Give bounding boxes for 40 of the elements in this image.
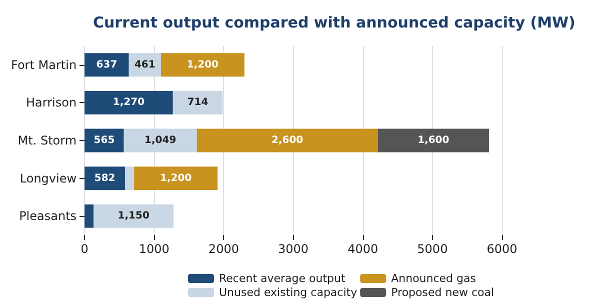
data-label: 461: [134, 59, 156, 70]
legend-label: Recent average output: [219, 272, 346, 285]
legend-label: Unused existing capacity: [219, 286, 358, 299]
bar: [94, 204, 174, 228]
bar: [378, 128, 490, 152]
data-label: 565: [94, 135, 115, 146]
x-tick-label: 1000: [138, 242, 170, 256]
x-tick-label: 2000: [208, 242, 239, 256]
data-label: 582: [94, 172, 116, 184]
y-tick-label: Longview: [20, 171, 77, 186]
data-label: 1,200: [160, 172, 192, 184]
bar: [125, 166, 134, 190]
y-tick-label: Harrison: [26, 96, 77, 110]
data-label: 1,150: [118, 210, 150, 222]
x-tick-label: 5000: [417, 242, 448, 256]
data-label: 637: [96, 59, 118, 70]
data-label: 1,600: [418, 135, 450, 146]
bar: [84, 53, 129, 77]
bar: [134, 166, 218, 190]
bar: [124, 128, 197, 152]
y-tick-label: Fort Martin: [10, 58, 77, 72]
y-tick-label: Mt. Storm: [18, 134, 77, 148]
x-tick-label: 0: [80, 242, 88, 256]
data-label: 1,270: [112, 97, 145, 108]
legend-label: Proposed new coal: [391, 286, 494, 299]
data-label: 1,200: [186, 59, 219, 70]
bar: [196, 128, 378, 152]
chart-title: Current output compared with announced capacity (MW): [93, 14, 576, 32]
x-tick-label: 6000: [486, 242, 518, 256]
data-label: 2,600: [271, 135, 304, 146]
x-tick-label: 4000: [348, 242, 378, 256]
y-tick-label: Pleasants: [19, 209, 77, 224]
bar: [160, 53, 244, 77]
bar: [84, 90, 173, 114]
data-label: 1,049: [144, 135, 176, 146]
bar: [84, 204, 94, 228]
legend-label: Announced gas: [391, 272, 476, 285]
data-label: 714: [187, 97, 208, 108]
x-tick-label: 3000: [278, 242, 309, 256]
bar: [172, 90, 223, 114]
